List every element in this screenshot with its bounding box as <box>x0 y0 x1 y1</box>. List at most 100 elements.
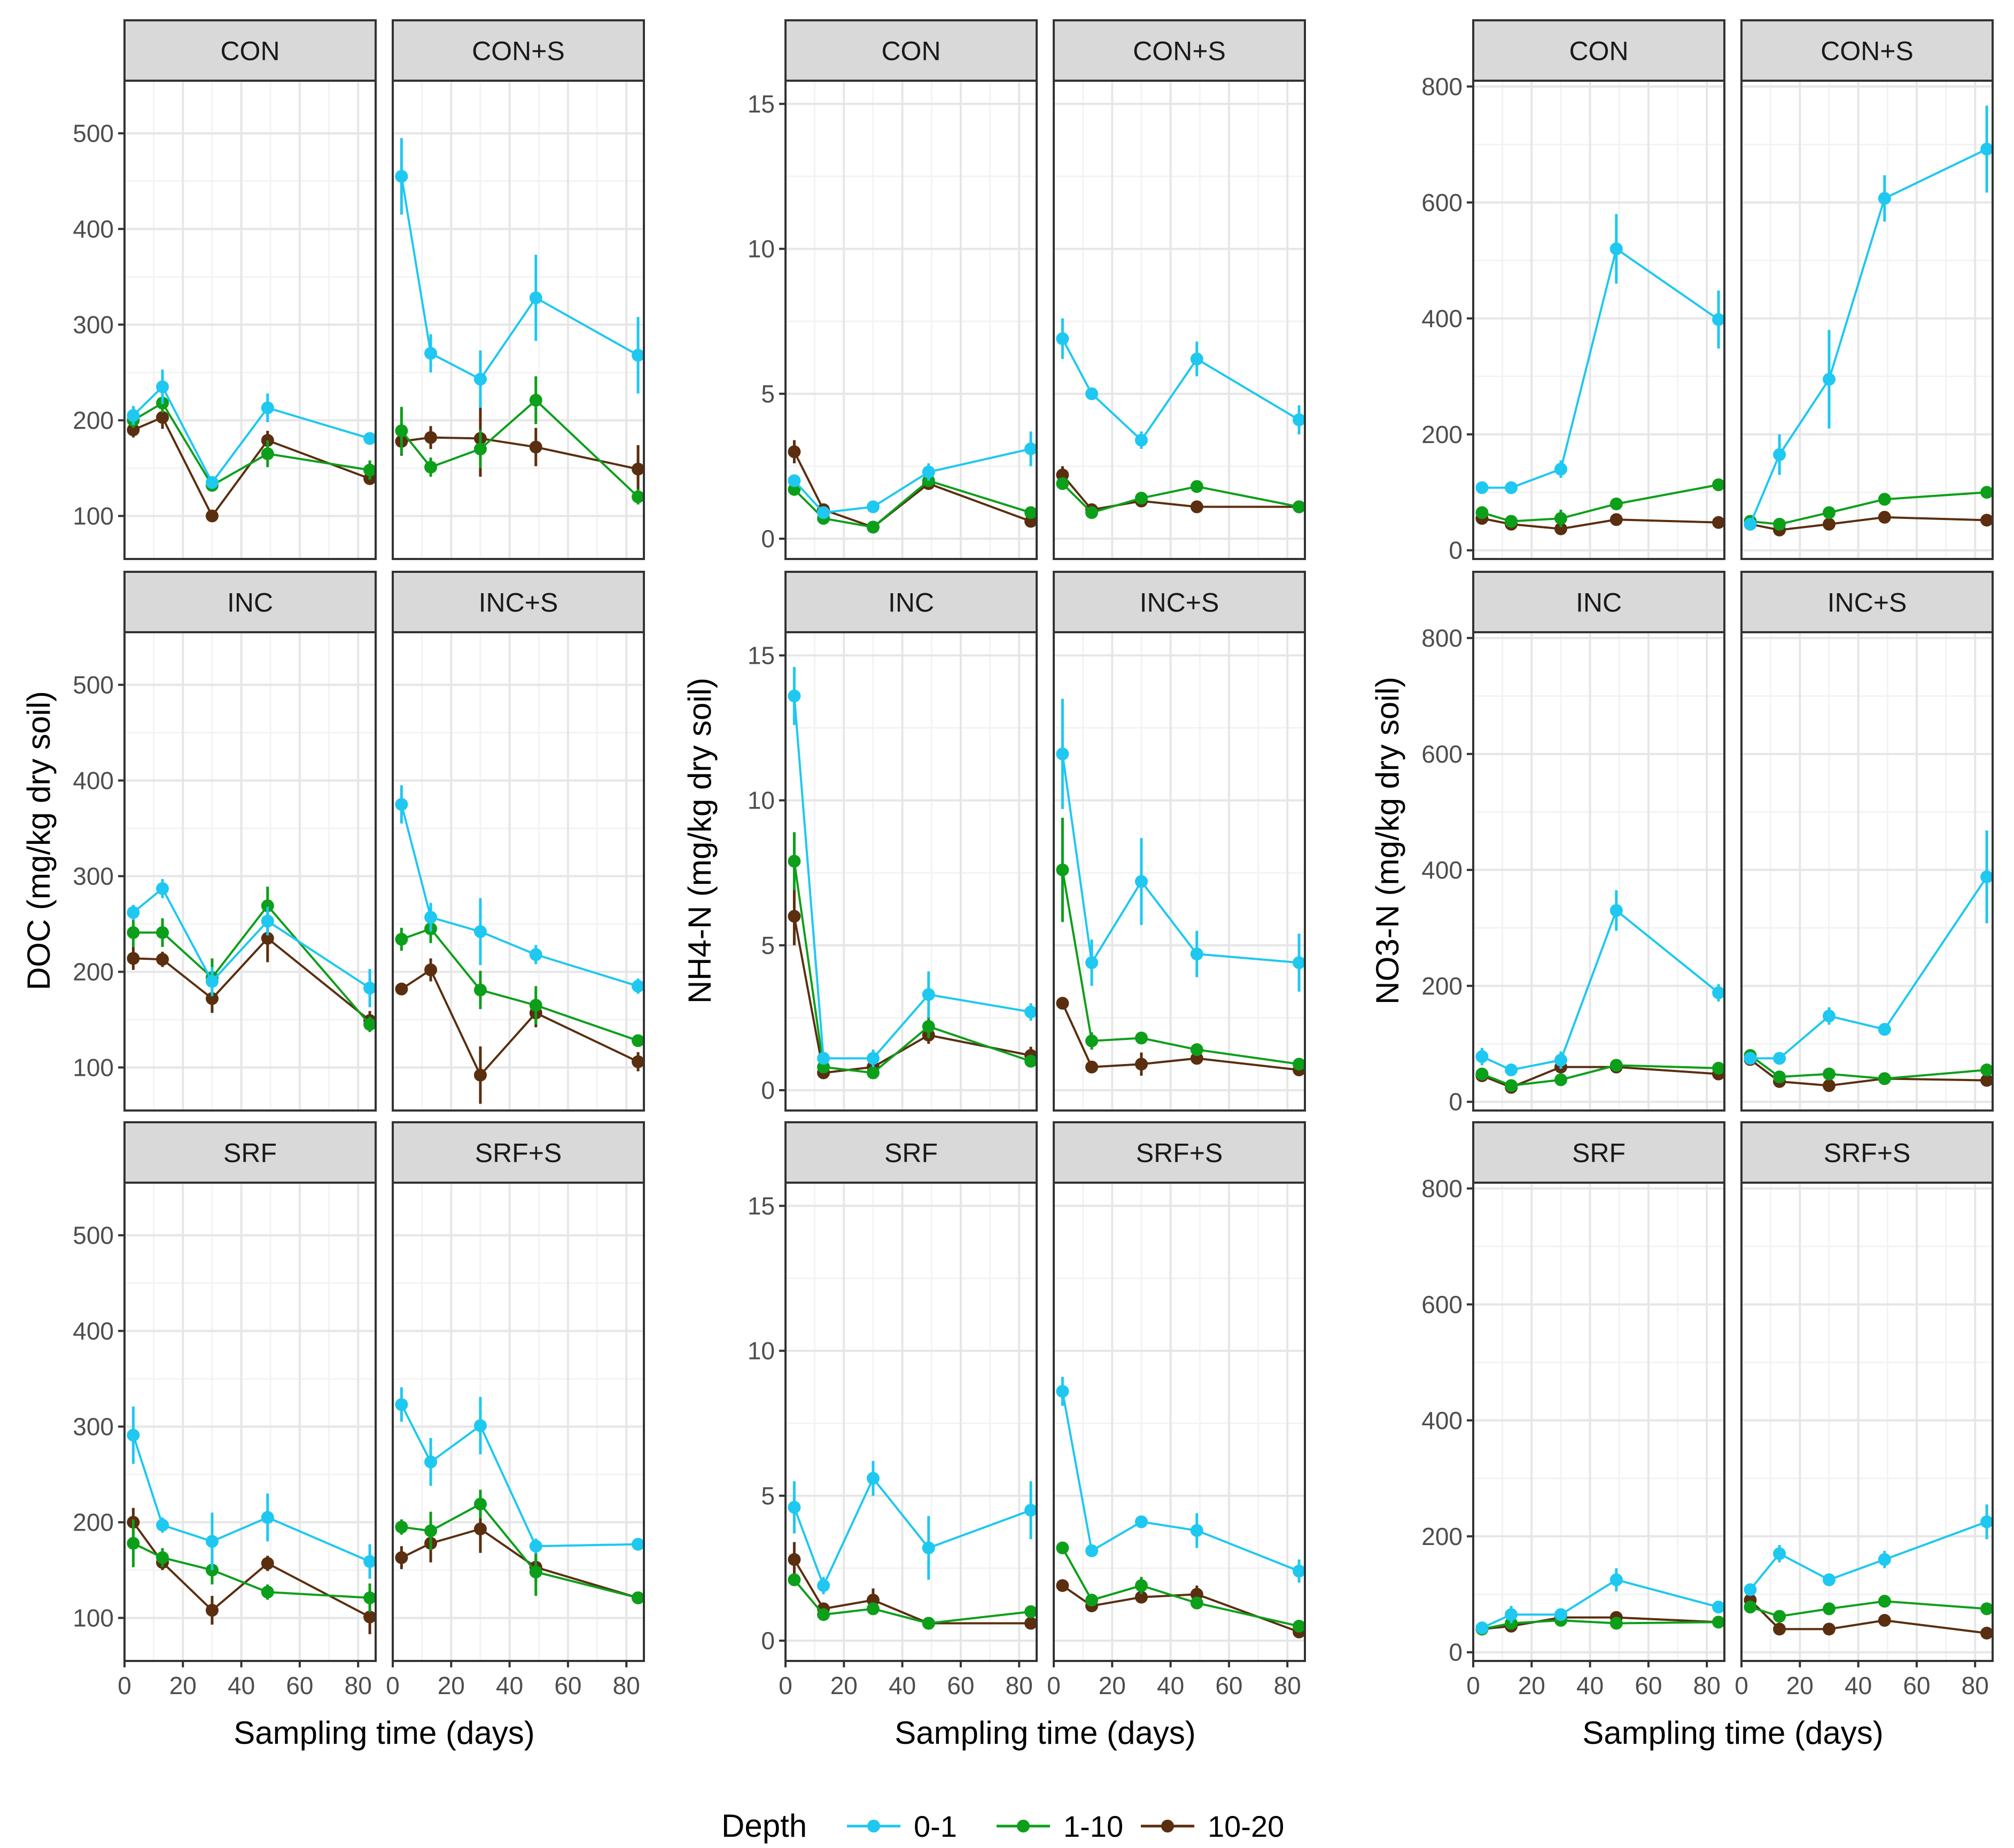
panel-background <box>125 81 376 559</box>
y-tick-label: 400 <box>1421 305 1463 332</box>
facet-strip <box>1053 1121 1306 1184</box>
series-10-20-point <box>788 910 801 923</box>
panel-background <box>786 632 1037 1111</box>
series-1-10-point <box>1878 1595 1891 1608</box>
series-1-10-group <box>1744 1595 1994 1623</box>
series-1-10-point <box>424 1524 438 1538</box>
facet-strip <box>1472 1121 1725 1184</box>
x-axis-title: Sampling time (days) <box>234 1715 535 1751</box>
facet-strip <box>784 19 1038 82</box>
series-0-1-group <box>127 1406 377 1579</box>
series-1-10-point <box>1134 492 1148 505</box>
series-0-1-point <box>1475 481 1489 494</box>
series-1-10-point <box>1190 1043 1203 1057</box>
y-tick-label: 400 <box>1421 856 1463 884</box>
series-1-10-point <box>1822 1067 1836 1081</box>
series-0-1-point <box>1293 956 1306 969</box>
series-1-10-point <box>1554 512 1567 525</box>
series-1-10-point <box>866 1602 880 1616</box>
series-1-10-group <box>395 1489 645 1604</box>
series-0-1-point <box>1712 1601 1725 1614</box>
facet-label: SRF <box>1572 1138 1626 1168</box>
series-1-10-group <box>1475 1059 1725 1092</box>
facet-nh4-n-srf-plus-s: SRF+S 0 20 40 60 80 <box>1047 1121 1306 1699</box>
y-tick-label: 400 <box>1421 1407 1463 1434</box>
series-10-20-point <box>205 1604 219 1617</box>
series-1-10-point <box>424 461 438 474</box>
series-0-1-point <box>395 170 408 183</box>
legend-title: Depth <box>721 1808 807 1844</box>
x-tick-label: 20 <box>169 1672 197 1699</box>
series-1-10-point <box>261 899 274 912</box>
facet-no3-n-srf: SRF 0 200 400 600 800 0 20 40 60 80 <box>1421 1121 1725 1699</box>
series-0-1-point <box>632 980 645 993</box>
y-tick-label: 300 <box>73 1412 114 1440</box>
series-1-10-point <box>395 933 408 946</box>
x-tick-label: 0 <box>1047 1672 1061 1699</box>
series-0-1-point <box>817 1579 830 1592</box>
series-10-20-point <box>156 953 169 966</box>
series-1-10-point <box>1085 1034 1099 1047</box>
legend: Depth 0-1 1-10 10-20 <box>721 1808 1284 1844</box>
x-tick-label: 20 <box>1518 1672 1545 1699</box>
facet-strip <box>123 1121 377 1184</box>
facet-label: SRF+S <box>475 1138 562 1168</box>
series-0-1-point <box>1554 1608 1567 1621</box>
series-0-1-point <box>1505 1608 1518 1621</box>
x-tick-label: 60 <box>286 1672 313 1699</box>
series-1-10-point <box>922 1020 935 1033</box>
series-10-20-point <box>395 982 408 996</box>
series-0-1-point <box>1744 1583 1757 1596</box>
series-1-10-point <box>1475 506 1489 519</box>
series-1-10-point <box>1609 1617 1623 1630</box>
series-0-1-point <box>866 500 880 514</box>
series-1-10-point <box>1134 1031 1148 1045</box>
series-0-1-group <box>1056 1377 1306 1583</box>
series-1-10-point <box>1980 1602 1994 1616</box>
series-0-1-point <box>1085 956 1099 969</box>
facet-label: INC+S <box>1828 588 1907 618</box>
series-0-1-point <box>1609 1573 1623 1587</box>
series-0-1-point <box>1024 442 1038 455</box>
series-10-20-point <box>473 1522 487 1535</box>
x-tick-label: 0 <box>779 1672 792 1699</box>
panel-group-no3-n: CON0200400600800CON+SINC0200400600800INC… <box>1370 19 1994 1751</box>
legend-label-10-20: 10-20 <box>1208 1810 1284 1843</box>
y-tick-label: 100 <box>73 1053 114 1081</box>
series-10-20-point <box>473 1068 487 1082</box>
series-0-1-point <box>1475 1621 1489 1635</box>
panel-background <box>1473 632 1724 1111</box>
y-tick-label: 0 <box>761 1076 775 1104</box>
y-tick-label: 600 <box>1421 189 1463 216</box>
series-0-1-point <box>395 798 408 811</box>
series-0-1-point <box>1878 1553 1891 1566</box>
series-0-1-point <box>817 1052 830 1065</box>
x-tick-label: 80 <box>613 1672 640 1699</box>
series-1-10-group <box>1056 1541 1306 1633</box>
y-tick-label: 200 <box>73 958 114 985</box>
series-1-10-point <box>529 1565 542 1579</box>
y-axis-title: NH4-N (mg/kg dry soil) <box>682 678 718 1004</box>
series-1-10-point <box>788 1573 801 1587</box>
series-0-1-point <box>922 1541 935 1555</box>
series-0-1-point <box>1085 387 1099 400</box>
y-tick-label: 15 <box>748 641 775 669</box>
facet-strip <box>1740 571 1994 633</box>
series-0-1-group <box>1744 830 1994 1065</box>
series-0-1-point <box>1744 1052 1757 1065</box>
y-tick-label: 200 <box>1421 421 1463 448</box>
facet-label: CON+S <box>1133 36 1226 66</box>
series-0-1-point <box>424 1455 438 1469</box>
series-0-1-point <box>156 1518 169 1532</box>
series-1-10-point <box>127 926 140 939</box>
series-1-10-point <box>1712 1616 1725 1629</box>
series-0-1-point <box>1293 1564 1306 1578</box>
panel-background <box>125 1183 376 1661</box>
series-1-10-point <box>156 926 169 939</box>
series-0-1-point <box>205 975 219 988</box>
facet-no3-n-con: CON 0 200 400 600 800 <box>1421 19 1725 564</box>
series-0-1-point <box>922 988 935 1001</box>
series-1-10-point <box>473 983 487 997</box>
series-0-1-point <box>473 1419 487 1432</box>
series-10-20-group <box>127 406 377 523</box>
